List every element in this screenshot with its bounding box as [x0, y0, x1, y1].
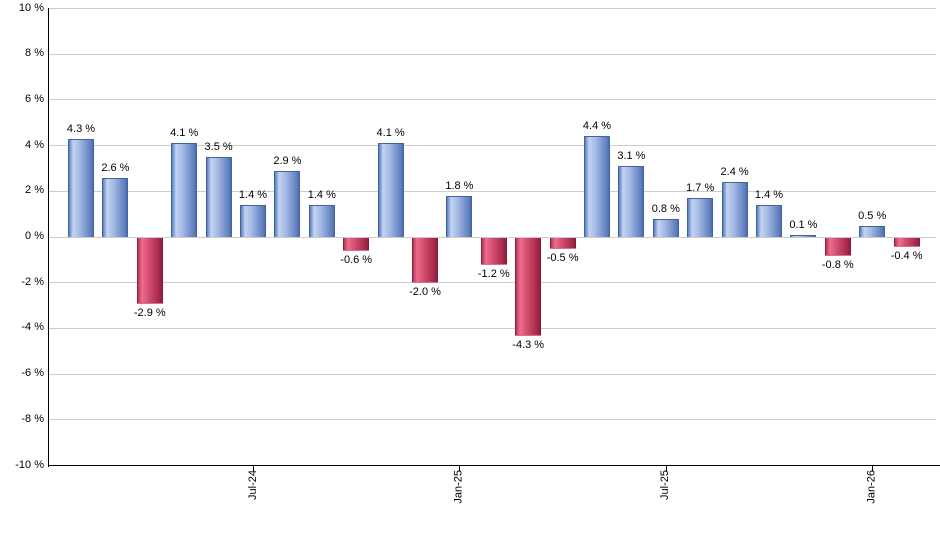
return-bar	[102, 177, 129, 237]
x-axis-tick	[872, 465, 874, 471]
return-bar	[343, 237, 370, 252]
y-axis-tick-label: -6 %	[21, 367, 44, 380]
return-bar	[893, 237, 920, 247]
gridline	[49, 327, 936, 329]
x-axis-line	[48, 465, 940, 466]
y-axis-line	[48, 7, 49, 467]
x-axis-tick	[459, 465, 461, 471]
return-bar	[515, 237, 542, 336]
gridline	[49, 145, 936, 147]
gridline	[49, 282, 936, 284]
y-axis-tick-label: 10 %	[18, 1, 44, 14]
bar-value-label: 4.3 %	[66, 122, 96, 135]
gridline	[49, 236, 936, 238]
return-bar	[687, 198, 714, 237]
bar-value-label: 0.8 %	[651, 202, 680, 215]
y-axis-tick-label: -4 %	[21, 321, 44, 334]
bar-value-label: -4.3 %	[512, 338, 545, 351]
x-axis-tick-label: Jan-25	[452, 469, 465, 504]
y-axis-tick-label: 8 %	[25, 47, 44, 60]
return-bar	[790, 234, 817, 237]
y-axis-tick-label: -8 %	[21, 412, 44, 425]
gridline	[49, 99, 936, 101]
bar-value-label: 4.4 %	[582, 120, 612, 133]
bar-value-label: 3.1 %	[617, 150, 646, 163]
bar-value-label: -0.4 %	[890, 249, 923, 262]
gridline	[49, 53, 936, 55]
return-bar	[377, 143, 404, 237]
bar-value-label: 2.4 %	[720, 166, 749, 179]
bar-value-label: 2.6 %	[101, 161, 130, 174]
x-axis-tick	[665, 465, 667, 471]
return-bar	[68, 138, 94, 237]
return-bar	[859, 225, 886, 237]
return-bar	[446, 195, 473, 237]
y-axis-tick-label: -2 %	[21, 275, 44, 288]
return-bar	[824, 237, 851, 256]
y-axis-tick-label: 0 %	[25, 230, 44, 242]
x-axis-tick-label: Jul-25	[659, 469, 672, 500]
bar-value-label: 4.1 %	[170, 127, 199, 140]
x-axis-tick-label: Jan-26	[865, 469, 878, 504]
bar-value-label: 1.8 %	[445, 179, 474, 192]
y-axis-tick-label: 4 %	[25, 138, 44, 151]
bar-value-label: 0.5 %	[858, 209, 887, 222]
bar-value-label: 0.1 %	[789, 218, 818, 231]
return-bar	[205, 157, 232, 237]
bar-value-label: -2.0 %	[409, 286, 441, 299]
bar-value-label: -2.9 %	[133, 306, 166, 319]
bar-value-label: -0.5 %	[546, 251, 579, 264]
bar-value-label: -0.6 %	[340, 254, 373, 267]
gridline	[49, 419, 936, 421]
x-axis-tick-label: Jul-24	[246, 469, 259, 500]
return-bar	[136, 237, 163, 304]
bar-value-label: 1.4 %	[238, 189, 268, 201]
return-bar	[308, 205, 335, 237]
return-bar	[721, 182, 748, 237]
gridline	[49, 8, 936, 9]
bar-value-label: 3.5 %	[204, 141, 233, 154]
return-bar	[412, 237, 438, 284]
bar-value-label: -1.2 %	[477, 267, 510, 280]
bar-value-label: -0.8 %	[821, 258, 854, 271]
bar-value-label: 1.4 %	[307, 189, 336, 201]
x-axis-tick	[253, 465, 254, 471]
return-bar	[274, 170, 301, 237]
return-bar	[584, 136, 610, 237]
return-bar	[480, 237, 507, 265]
bar-value-label: 1.7 %	[686, 182, 715, 195]
return-bar	[756, 205, 782, 237]
gridline	[49, 373, 936, 375]
return-bar	[549, 237, 576, 249]
y-axis-tick-label: 2 %	[25, 184, 44, 197]
return-bar	[652, 218, 679, 237]
y-axis-tick-label: -10 %	[15, 458, 44, 471]
return-bar	[618, 166, 645, 237]
gridline	[49, 190, 936, 192]
y-axis-tick-label: 6 %	[25, 92, 44, 105]
return-bar	[171, 143, 198, 237]
bar-value-label: 4.1 %	[376, 127, 405, 140]
bar-value-label: 2.9 %	[273, 154, 302, 167]
return-bar	[240, 205, 266, 237]
bar-value-label: 1.4 %	[754, 189, 784, 201]
